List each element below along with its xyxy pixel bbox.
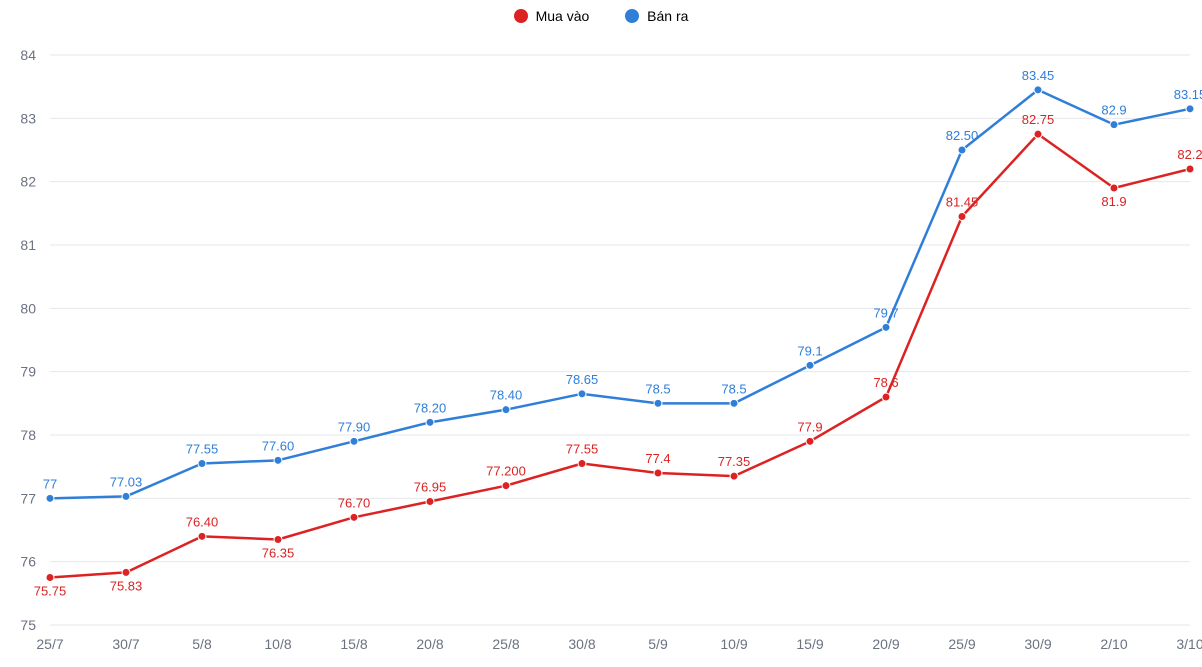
data-point-mua xyxy=(1186,165,1194,173)
data-label-ban: 78.40 xyxy=(490,388,523,403)
data-point-ban xyxy=(198,460,206,468)
x-tick-label: 25/8 xyxy=(492,636,519,652)
y-tick-label: 79 xyxy=(20,364,36,380)
data-point-ban xyxy=(46,494,54,502)
x-tick-label: 15/8 xyxy=(340,636,367,652)
y-tick-label: 76 xyxy=(20,554,36,570)
data-point-ban xyxy=(654,399,662,407)
y-tick-label: 78 xyxy=(20,427,36,443)
data-label-mua: 76.95 xyxy=(414,480,447,495)
data-label-ban: 79.7 xyxy=(873,305,898,320)
legend-swatch-ban xyxy=(625,9,639,23)
data-label-mua: 78.6 xyxy=(873,375,898,390)
data-point-mua xyxy=(274,536,282,544)
data-label-ban: 79.1 xyxy=(797,343,822,358)
data-label-ban: 77.03 xyxy=(110,474,143,489)
data-label-mua: 76.40 xyxy=(186,514,219,529)
line-chart: 75 76 77 78 79 80 81 82 83 84 25/7 30/7 5/8 10/8 15/8 2… xyxy=(0,0,1202,667)
data-point-mua xyxy=(882,393,890,401)
data-label-ban: 77.55 xyxy=(186,442,219,457)
y-tick-label: 75 xyxy=(20,617,36,633)
data-point-mua xyxy=(198,532,206,540)
chart-container: Mua vào Bán ra 75 76 77 78 79 80 81 82 83 84 25/7 3… xyxy=(0,0,1202,667)
data-label-ban: 78.65 xyxy=(566,372,599,387)
x-tick-label: 20/8 xyxy=(416,636,443,652)
y-tick-label: 77 xyxy=(20,490,36,506)
data-point-ban xyxy=(730,399,738,407)
data-label-mua: 75.83 xyxy=(110,578,143,593)
data-label-mua: 75.75 xyxy=(34,584,67,599)
data-point-mua xyxy=(958,213,966,221)
data-point-ban xyxy=(578,390,586,398)
x-tick-label: 3/10 xyxy=(1176,636,1202,652)
data-point-ban xyxy=(1110,121,1118,129)
data-point-mua xyxy=(806,437,814,445)
legend-item-mua: Mua vào xyxy=(514,8,590,24)
legend-swatch-mua xyxy=(514,9,528,23)
data-point-ban xyxy=(958,146,966,154)
data-label-ban: 78.5 xyxy=(721,381,746,396)
y-tick-label: 80 xyxy=(20,300,36,316)
data-label-mua: 82.2 xyxy=(1177,147,1202,162)
x-tick-label: 10/9 xyxy=(720,636,747,652)
x-tick-label: 25/7 xyxy=(36,636,63,652)
y-tick-label: 82 xyxy=(20,174,36,190)
data-point-ban xyxy=(1186,105,1194,113)
data-label-ban: 83.15 xyxy=(1174,87,1202,102)
data-point-mua xyxy=(350,513,358,521)
data-label-ban: 78.5 xyxy=(645,381,670,396)
x-tick-label: 30/9 xyxy=(1024,636,1051,652)
data-point-mua xyxy=(46,574,54,582)
data-label-ban: 83.45 xyxy=(1022,68,1055,83)
data-point-mua xyxy=(502,482,510,490)
x-tick-label: 20/9 xyxy=(872,636,899,652)
data-point-mua xyxy=(730,472,738,480)
data-point-ban xyxy=(350,437,358,445)
x-tick-label: 15/9 xyxy=(796,636,823,652)
data-label-mua: 77.9 xyxy=(797,419,822,434)
data-point-mua xyxy=(122,568,130,576)
x-tick-label: 5/8 xyxy=(192,636,212,652)
x-tick-label: 30/8 xyxy=(568,636,595,652)
data-label-ban: 82.9 xyxy=(1101,103,1126,118)
data-point-mua xyxy=(1034,130,1042,138)
x-tick-label: 2/10 xyxy=(1100,636,1127,652)
data-point-ban xyxy=(1034,86,1042,94)
legend-label-mua: Mua vào xyxy=(536,8,590,24)
data-point-mua xyxy=(578,460,586,468)
x-tick-label: 5/9 xyxy=(648,636,668,652)
data-label-ban: 82.50 xyxy=(946,128,979,143)
legend-item-ban: Bán ra xyxy=(625,8,688,24)
data-label-mua: 81.9 xyxy=(1101,194,1126,209)
x-tick-label: 30/7 xyxy=(112,636,139,652)
data-point-ban xyxy=(882,323,890,331)
data-label-ban: 77.60 xyxy=(262,438,295,453)
data-label-mua: 76.35 xyxy=(262,546,295,561)
y-tick-label: 84 xyxy=(20,47,36,63)
data-point-ban xyxy=(806,361,814,369)
data-point-ban xyxy=(274,456,282,464)
data-label-mua: 81.45 xyxy=(946,195,979,210)
data-label-ban: 78.20 xyxy=(414,400,447,415)
legend-label-ban: Bán ra xyxy=(647,8,688,24)
y-tick-label: 83 xyxy=(20,110,36,126)
data-point-ban xyxy=(122,492,130,500)
data-label-mua: 76.70 xyxy=(338,495,371,510)
data-point-ban xyxy=(426,418,434,426)
data-label-ban: 77.90 xyxy=(338,419,371,434)
data-label-ban: 77 xyxy=(43,476,57,491)
data-point-ban xyxy=(502,406,510,414)
legend: Mua vào Bán ra xyxy=(0,8,1202,26)
data-label-mua: 77.200 xyxy=(486,464,526,479)
data-label-mua: 77.4 xyxy=(645,451,670,466)
data-label-mua: 77.55 xyxy=(566,442,599,457)
data-label-mua: 77.35 xyxy=(718,454,751,469)
y-tick-label: 81 xyxy=(20,237,36,253)
data-point-mua xyxy=(1110,184,1118,192)
x-tick-label: 10/8 xyxy=(264,636,291,652)
x-tick-label: 25/9 xyxy=(948,636,975,652)
data-label-mua: 82.75 xyxy=(1022,112,1055,127)
data-point-mua xyxy=(426,498,434,506)
data-point-mua xyxy=(654,469,662,477)
